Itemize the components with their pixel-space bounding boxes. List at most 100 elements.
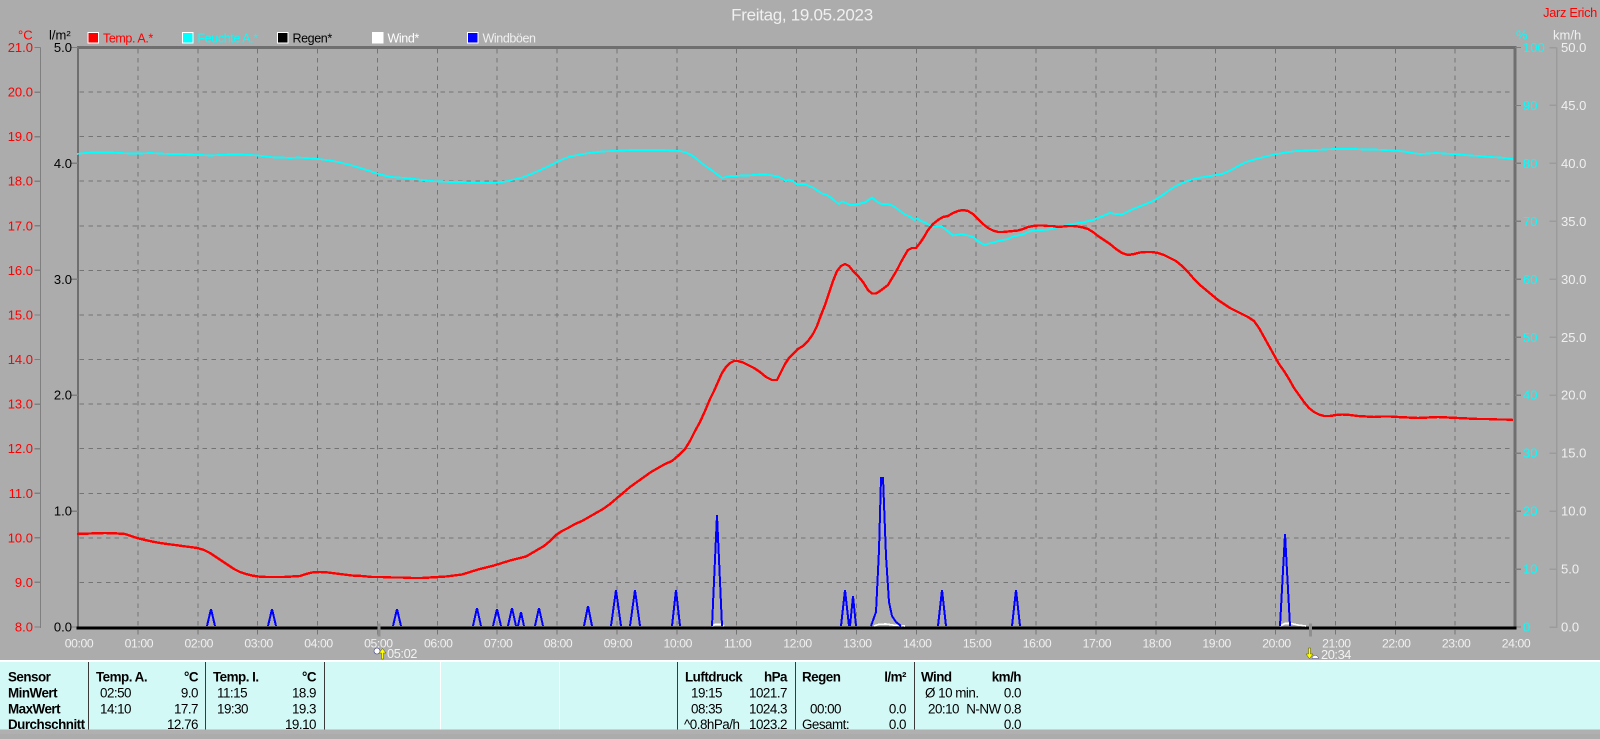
svg-text:1021.7: 1021.7	[749, 686, 787, 701]
svg-text:hPa: hPa	[764, 670, 788, 685]
svg-text:20: 20	[1523, 504, 1537, 519]
svg-text:40: 40	[1523, 388, 1537, 403]
svg-text:Windböen: Windböen	[483, 32, 537, 46]
svg-text:10.0: 10.0	[8, 530, 33, 545]
svg-text:00:00: 00:00	[65, 637, 94, 651]
svg-text:MinWert: MinWert	[8, 686, 58, 701]
svg-text:9.0: 9.0	[15, 575, 33, 590]
svg-text:Regen: Regen	[802, 670, 841, 685]
svg-text:16.0: 16.0	[8, 263, 33, 278]
svg-text:02:00: 02:00	[185, 637, 214, 651]
svg-text:9.0: 9.0	[181, 686, 198, 701]
svg-text:20.0: 20.0	[8, 85, 33, 100]
svg-text:04:00: 04:00	[304, 637, 333, 651]
svg-text:40.0: 40.0	[1561, 156, 1586, 171]
svg-text:MaxWert: MaxWert	[8, 702, 61, 717]
svg-text:Feuchte A.*: Feuchte A.*	[198, 32, 259, 46]
svg-text:13:00: 13:00	[843, 637, 872, 651]
svg-text:Temp. I.: Temp. I.	[213, 670, 259, 685]
svg-text:Temp. A.: Temp. A.	[96, 670, 147, 685]
svg-text:07:00: 07:00	[484, 637, 513, 651]
svg-text:60: 60	[1523, 272, 1537, 287]
svg-text:17.7: 17.7	[174, 702, 198, 717]
svg-text:19.3: 19.3	[292, 702, 316, 717]
svg-text:0.0: 0.0	[1004, 717, 1021, 732]
svg-text:4.0: 4.0	[54, 156, 72, 171]
svg-text:19:15: 19:15	[691, 686, 722, 701]
svg-text:°C: °C	[302, 670, 317, 685]
svg-text:Jarz Erich: Jarz Erich	[1543, 5, 1597, 20]
svg-text:0.0: 0.0	[889, 702, 906, 717]
svg-text:N-NW 0.8: N-NW 0.8	[966, 702, 1021, 717]
svg-text:50: 50	[1523, 330, 1537, 345]
svg-text:Freitag, 19.05.2023: Freitag, 19.05.2023	[731, 6, 873, 25]
svg-text:0.0: 0.0	[1561, 620, 1579, 635]
svg-text:30.0: 30.0	[1561, 272, 1586, 287]
svg-text:5.0: 5.0	[1561, 562, 1579, 577]
svg-text:1024.3: 1024.3	[749, 702, 787, 717]
svg-text:21.0: 21.0	[8, 40, 33, 55]
svg-text:°C: °C	[18, 28, 33, 43]
svg-text:18.0: 18.0	[8, 174, 33, 189]
svg-text:0.0: 0.0	[1004, 686, 1021, 701]
svg-text:Luftdruck: Luftdruck	[685, 670, 743, 685]
svg-text:21:00: 21:00	[1322, 637, 1351, 651]
svg-text:0.0: 0.0	[54, 620, 72, 635]
svg-text:l/m²: l/m²	[49, 28, 71, 43]
svg-text:Gesamt:: Gesamt:	[802, 717, 849, 732]
svg-text:01:00: 01:00	[125, 637, 154, 651]
svg-text:10: 10	[1523, 562, 1537, 577]
svg-text:Wind: Wind	[921, 670, 952, 685]
svg-text:25.0: 25.0	[1561, 330, 1586, 345]
svg-text:70: 70	[1523, 214, 1537, 229]
svg-text:19:30: 19:30	[217, 702, 248, 717]
svg-text:22:00: 22:00	[1382, 637, 1411, 651]
svg-text:0.0: 0.0	[889, 717, 906, 732]
svg-text:Wind*: Wind*	[388, 32, 420, 46]
svg-text:14:00: 14:00	[903, 637, 932, 651]
svg-text:11.0: 11.0	[9, 486, 33, 501]
svg-text:1023.2: 1023.2	[749, 717, 787, 732]
svg-text:km/h: km/h	[992, 670, 1022, 685]
svg-text:19.10: 19.10	[285, 717, 316, 732]
svg-text:Durchschnitt: Durchschnitt	[8, 717, 86, 732]
svg-text:10:00: 10:00	[664, 637, 693, 651]
svg-text:90: 90	[1523, 98, 1537, 113]
svg-text:12:00: 12:00	[783, 637, 812, 651]
svg-text:14:10: 14:10	[100, 702, 131, 717]
svg-text:05:00: 05:00	[364, 637, 393, 651]
svg-text:20.0: 20.0	[1561, 388, 1586, 403]
svg-text:1.0: 1.0	[54, 504, 72, 519]
svg-text:30: 30	[1523, 446, 1537, 461]
svg-text:17:00: 17:00	[1083, 637, 1112, 651]
svg-text:10.0: 10.0	[1561, 504, 1586, 519]
svg-text:2.0: 2.0	[54, 388, 72, 403]
svg-text:13.0: 13.0	[8, 397, 33, 412]
svg-text:15.0: 15.0	[8, 307, 33, 322]
svg-text:15:00: 15:00	[963, 637, 992, 651]
svg-text:20:34: 20:34	[1321, 647, 1351, 662]
svg-text:35.0: 35.0	[1561, 214, 1586, 229]
svg-text:km/h: km/h	[1553, 28, 1581, 43]
svg-text:23:00: 23:00	[1442, 637, 1471, 651]
svg-text:15.0: 15.0	[1561, 446, 1586, 461]
svg-text:100: 100	[1523, 40, 1545, 55]
svg-text:^0.8hPa/h: ^0.8hPa/h	[684, 717, 739, 732]
svg-text:0: 0	[1523, 620, 1530, 635]
svg-text:20:00: 20:00	[1262, 637, 1291, 651]
svg-text:08:00: 08:00	[544, 637, 573, 651]
svg-text:03:00: 03:00	[244, 637, 273, 651]
svg-text:80: 80	[1523, 156, 1537, 171]
svg-text:Ø 10 min.: Ø 10 min.	[925, 686, 979, 701]
svg-text:Regen*: Regen*	[293, 32, 333, 46]
svg-text:%: %	[1516, 28, 1528, 43]
svg-text:14.0: 14.0	[8, 352, 33, 367]
svg-text:08:35: 08:35	[691, 702, 722, 717]
svg-text:5.0: 5.0	[54, 40, 72, 55]
svg-text:3.0: 3.0	[54, 272, 72, 287]
svg-text:17.0: 17.0	[8, 218, 33, 233]
svg-text:45.0: 45.0	[1561, 98, 1586, 113]
svg-text:11:00: 11:00	[724, 637, 752, 651]
svg-text:18.9: 18.9	[292, 686, 316, 701]
svg-text:05:02: 05:02	[387, 646, 417, 661]
